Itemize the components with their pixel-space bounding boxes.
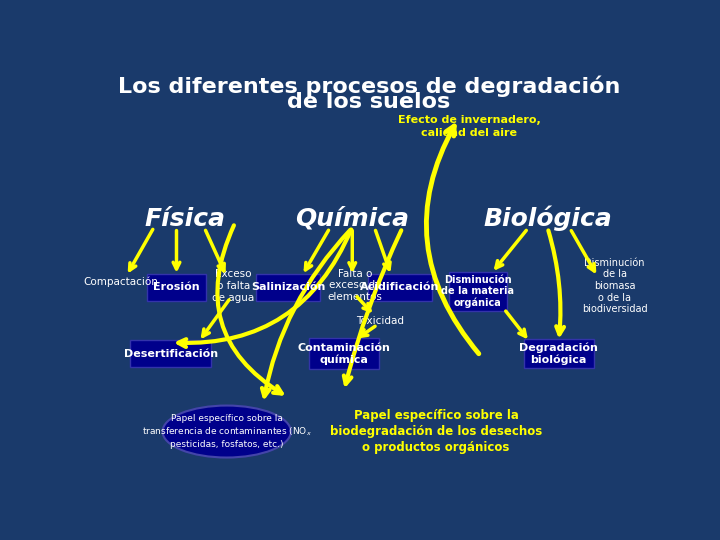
FancyBboxPatch shape: [368, 274, 432, 301]
Text: Los diferentes procesos de degradación: Los diferentes procesos de degradación: [118, 75, 620, 97]
Text: Toxicidad: Toxicidad: [356, 315, 404, 326]
Text: Disminución
de la
biomasa
o de la
biodiversidad: Disminución de la biomasa o de la biodiv…: [582, 258, 647, 314]
Text: Salinización: Salinización: [251, 282, 325, 292]
Text: Física: Física: [145, 207, 225, 231]
FancyBboxPatch shape: [256, 274, 320, 301]
Ellipse shape: [163, 406, 291, 457]
Text: Erosión: Erosión: [153, 282, 200, 292]
Text: Compactación: Compactación: [84, 276, 158, 287]
Text: Falta o
exceso de
elementos: Falta o exceso de elementos: [328, 268, 382, 302]
Text: Papel específico sobre la
biodegradación de los desechos
o productos orgánicos: Papel específico sobre la biodegradación…: [330, 409, 542, 454]
Text: Efecto de invernadero,
calidad del aire: Efecto de invernadero, calidad del aire: [398, 114, 541, 138]
Text: de los suelos: de los suelos: [287, 92, 451, 112]
Text: Biológica: Biológica: [483, 206, 612, 232]
Text: Acidificación: Acidificación: [360, 282, 439, 292]
Text: Degradación
biológica: Degradación biológica: [519, 342, 598, 365]
FancyBboxPatch shape: [130, 340, 212, 367]
FancyBboxPatch shape: [524, 339, 593, 368]
Text: Química: Química: [295, 207, 409, 231]
FancyBboxPatch shape: [309, 338, 379, 369]
Text: Papel específico sobre la
transferencia de contaminantes (NO$_x$
pesticidas, fos: Papel específico sobre la transferencia …: [142, 414, 312, 449]
FancyBboxPatch shape: [449, 272, 507, 311]
Text: Disminución
de la materia
orgánica: Disminución de la materia orgánica: [441, 274, 514, 308]
Text: Desertificación: Desertificación: [124, 349, 218, 359]
Text: Contaminación
química: Contaminación química: [297, 343, 390, 365]
Text: Exceso
o falta
de agua: Exceso o falta de agua: [212, 269, 255, 302]
FancyBboxPatch shape: [147, 274, 206, 301]
